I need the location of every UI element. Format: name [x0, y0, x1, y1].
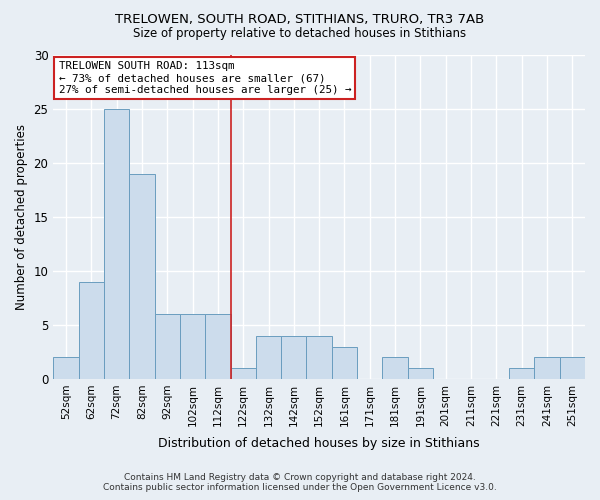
- Bar: [332, 346, 357, 379]
- Bar: [307, 336, 332, 379]
- Bar: [256, 336, 281, 379]
- Text: TRELOWEN, SOUTH ROAD, STITHIANS, TRURO, TR3 7AB: TRELOWEN, SOUTH ROAD, STITHIANS, TRURO, …: [115, 12, 485, 26]
- Bar: [180, 314, 205, 379]
- Bar: [79, 282, 104, 379]
- Bar: [509, 368, 535, 379]
- Bar: [230, 368, 256, 379]
- Text: Size of property relative to detached houses in Stithians: Size of property relative to detached ho…: [133, 28, 467, 40]
- Bar: [382, 358, 408, 379]
- Text: TRELOWEN SOUTH ROAD: 113sqm
← 73% of detached houses are smaller (67)
27% of sem: TRELOWEN SOUTH ROAD: 113sqm ← 73% of det…: [59, 62, 351, 94]
- Bar: [129, 174, 155, 379]
- Bar: [535, 358, 560, 379]
- Bar: [408, 368, 433, 379]
- Bar: [205, 314, 230, 379]
- Bar: [560, 358, 585, 379]
- Bar: [53, 358, 79, 379]
- Y-axis label: Number of detached properties: Number of detached properties: [15, 124, 28, 310]
- Bar: [155, 314, 180, 379]
- X-axis label: Distribution of detached houses by size in Stithians: Distribution of detached houses by size …: [158, 437, 480, 450]
- Bar: [104, 109, 129, 379]
- Text: Contains HM Land Registry data © Crown copyright and database right 2024.
Contai: Contains HM Land Registry data © Crown c…: [103, 473, 497, 492]
- Bar: [281, 336, 307, 379]
